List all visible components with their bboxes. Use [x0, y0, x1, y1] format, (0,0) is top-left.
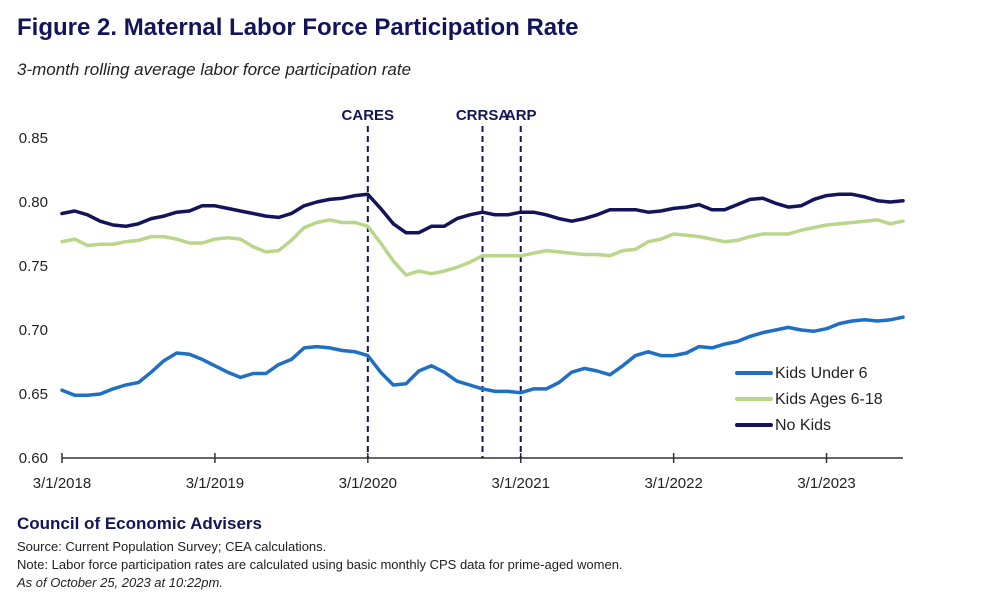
- footer-note: Note: Labor force participation rates ar…: [17, 557, 623, 572]
- x-tick-label: 3/1/2020: [339, 475, 397, 492]
- y-tick-label: 0.75: [19, 258, 48, 275]
- event-label: CARES: [342, 107, 395, 124]
- line-chart: 0.85 0.80 0.75 0.70 0.65 0.60 3/1/2018 3/1/2019…: [19, 107, 905, 492]
- footer: Council of Economic Advisers Source: Cur…: [17, 514, 623, 592]
- y-tick-label: 0.85: [19, 130, 48, 147]
- legend-label: Kids Ages 6-18: [775, 391, 883, 408]
- footer-source: Source: Current Population Survey; CEA c…: [17, 539, 327, 554]
- x-tick-label: 3/1/2018: [33, 475, 91, 492]
- x-tick-label: 3/1/2019: [186, 475, 244, 492]
- series-line: [60, 192, 905, 235]
- footer-asof: As of October 25, 2023 at 10:22pm.: [17, 575, 223, 590]
- y-tick-label: 0.60: [19, 450, 48, 467]
- chart-subtitle: 3-month rolling average labor force part…: [17, 60, 412, 79]
- x-tick-label: 3/1/2021: [492, 475, 550, 492]
- y-tick-label: 0.65: [19, 386, 48, 403]
- legend-label: No Kids: [775, 417, 831, 434]
- legend-label: Kids Under 6: [775, 365, 868, 382]
- series-line: [60, 218, 905, 277]
- x-tick-label: 3/1/2022: [644, 475, 702, 492]
- event-label: CRRSA: [456, 107, 510, 124]
- chart-title: Figure 2. Maternal Labor Force Participa…: [17, 14, 579, 41]
- footer-org: Council of Economic Advisers: [17, 514, 262, 533]
- y-tick-label: 0.80: [19, 194, 48, 211]
- y-tick-label: 0.70: [19, 322, 48, 339]
- event-label: ARP: [505, 107, 537, 124]
- series-line: [60, 315, 905, 398]
- x-tick-label: 3/1/2023: [797, 475, 855, 492]
